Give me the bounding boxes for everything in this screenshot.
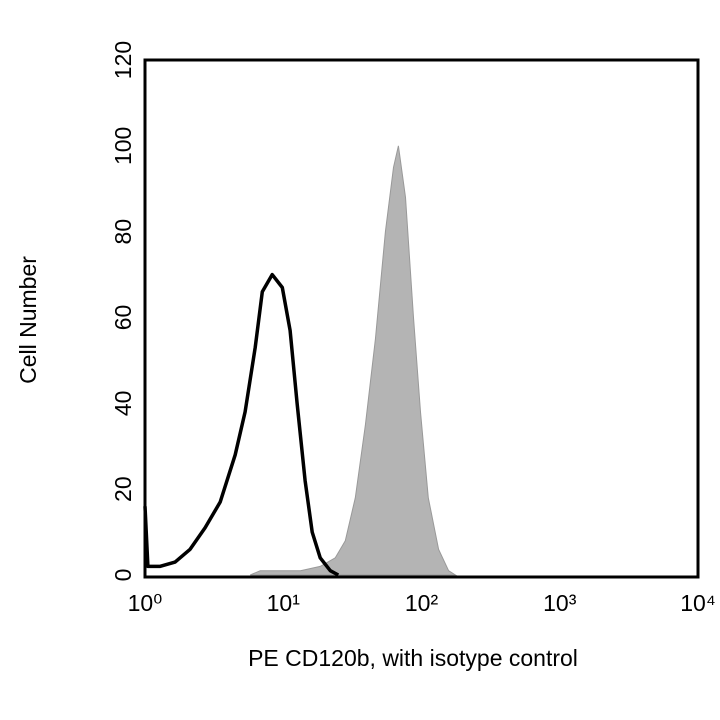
x-axis-label: PE CD120b, with isotype control [248, 645, 578, 671]
x-tick-label: 10⁰ [128, 590, 163, 616]
y-tick-label: 120 [110, 41, 136, 79]
x-tick-label: 10⁴ [680, 590, 715, 616]
histogram-area [250, 145, 458, 576]
y-tick-label: 80 [110, 219, 136, 245]
y-tick-label: 0 [110, 569, 136, 582]
y-axis-label: Cell Number [15, 256, 41, 384]
x-tick-label: 10² [405, 590, 439, 616]
x-tick-label: 10¹ [267, 590, 301, 616]
histogram-line [143, 272, 340, 577]
y-tick-label: 40 [110, 391, 136, 417]
x-tick-label: 10³ [543, 590, 577, 616]
y-tick-label: 20 [110, 476, 136, 502]
y-tick-label: 100 [110, 127, 136, 165]
y-tick-label: 60 [110, 305, 136, 331]
plot-frame [143, 58, 700, 579]
